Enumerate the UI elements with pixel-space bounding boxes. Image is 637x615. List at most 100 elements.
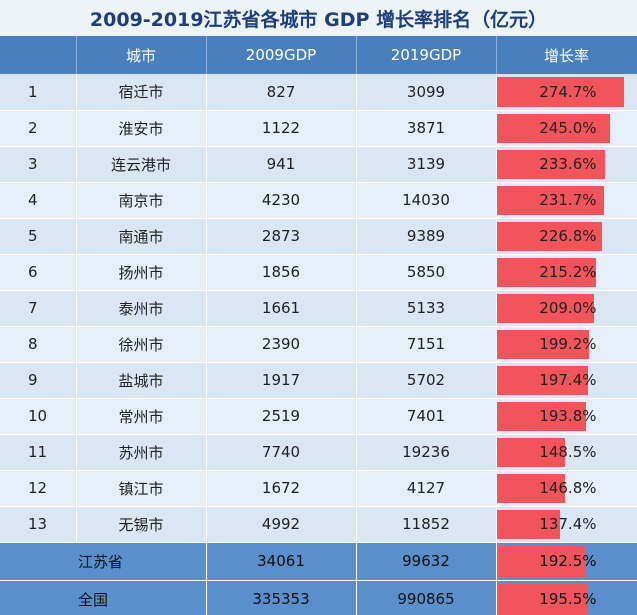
growth-rate-cell: 274.7% (496, 74, 637, 111)
summary-label-cell: 江苏省 (0, 542, 207, 581)
growth-rate-bar (496, 293, 594, 323)
growth-rate-bar (496, 149, 605, 179)
growth-rate-cell: 148.5% (496, 434, 637, 471)
city-cell: 南京市 (76, 182, 207, 219)
rank-cell: 3 (0, 146, 77, 183)
growth-rate-bar (496, 583, 588, 615)
summary-row: 全国 335353 990865 195.5% (0, 580, 637, 615)
table-row: 13 无锡市 4992 11852 137.4% (0, 506, 637, 543)
summary-label-cell: 全国 (0, 580, 207, 615)
gdp2019-cell: 14030 (356, 182, 497, 219)
gdp2009-cell: 7740 (206, 434, 357, 471)
city-cell: 苏州市 (76, 434, 207, 471)
gdp2009-cell: 2390 (206, 326, 357, 363)
gdp2019-cell: 99632 (356, 542, 497, 581)
city-cell: 扬州市 (76, 254, 207, 291)
gdp2009-cell: 827 (206, 74, 357, 111)
table-row: 4 南京市 4230 14030 231.7% (0, 182, 637, 219)
city-cell: 淮安市 (76, 110, 207, 147)
city-cell: 常州市 (76, 398, 207, 435)
growth-rate-bar (496, 257, 597, 287)
gdp2019-cell: 5133 (356, 290, 497, 327)
growth-rate-bar (496, 329, 589, 359)
gdp2009-cell: 941 (206, 146, 357, 183)
growth-rate-label: 146.8% (539, 479, 597, 497)
gdp2009-cell: 4992 (206, 506, 357, 543)
table-row: 1 宿迁市 827 3099 274.7% (0, 74, 637, 111)
gdp2009-cell: 1122 (206, 110, 357, 147)
rank-cell: 9 (0, 362, 77, 399)
growth-rate-bar (496, 113, 611, 143)
table-row: 3 连云港市 941 3139 233.6% (0, 146, 637, 183)
growth-rate-label: 215.2% (539, 263, 597, 281)
gdp2019-cell: 19236 (356, 434, 497, 471)
gdp2009-cell: 2519 (206, 398, 357, 435)
summary-row: 江苏省 34061 99632 192.5% (0, 542, 637, 581)
gdp2019-cell: 7151 (356, 326, 497, 363)
growth-rate-cell: 199.2% (496, 326, 637, 363)
city-cell: 盐城市 (76, 362, 207, 399)
growth-rate-cell: 233.6% (496, 146, 637, 183)
growth-rate-label: 148.5% (539, 443, 597, 461)
growth-rate-label: 193.8% (539, 407, 597, 425)
header-gdp2019: 2019GDP (356, 36, 497, 74)
rank-cell: 2 (0, 110, 77, 147)
gdp2019-cell: 990865 (356, 580, 497, 615)
growth-rate-cell: 192.5% (496, 542, 637, 581)
growth-rate-label: 245.0% (539, 119, 597, 137)
table-row: 7 泰州市 1661 5133 209.0% (0, 290, 637, 327)
city-cell: 宿迁市 (76, 74, 207, 111)
table-row: 6 扬州市 1856 5850 215.2% (0, 254, 637, 291)
growth-rate-cell: 193.8% (496, 398, 637, 435)
rank-cell: 8 (0, 326, 77, 363)
rank-cell: 6 (0, 254, 77, 291)
growth-rate-bar (496, 509, 561, 539)
growth-rate-label: 199.2% (539, 335, 597, 353)
table-row: 9 盐城市 1917 5702 197.4% (0, 362, 637, 399)
gdp2019-cell: 4127 (356, 470, 497, 507)
growth-rate-bar (496, 77, 625, 107)
growth-rate-bar (496, 473, 565, 503)
growth-rate-bar (496, 185, 605, 215)
gdp2009-cell: 4230 (206, 182, 357, 219)
growth-rate-label: 233.6% (539, 155, 597, 173)
growth-rate-bar (496, 365, 589, 395)
table-row: 8 徐州市 2390 7151 199.2% (0, 326, 637, 363)
gdp2019-cell: 3871 (356, 110, 497, 147)
gdp2009-cell: 1672 (206, 470, 357, 507)
growth-rate-label: 209.0% (539, 299, 597, 317)
growth-rate-cell: 215.2% (496, 254, 637, 291)
gdp2019-cell: 5702 (356, 362, 497, 399)
gdp2009-cell: 1917 (206, 362, 357, 399)
city-cell: 泰州市 (76, 290, 207, 327)
growth-rate-bar (496, 545, 586, 577)
city-cell: 无锡市 (76, 506, 207, 543)
gdp2019-cell: 9389 (356, 218, 497, 255)
growth-rate-cell: 146.8% (496, 470, 637, 507)
header-gdp2009: 2009GDP (206, 36, 357, 74)
rank-cell: 1 (0, 74, 77, 111)
growth-rate-bar (496, 401, 587, 431)
growth-rate-cell: 209.0% (496, 290, 637, 327)
growth-rate-cell: 245.0% (496, 110, 637, 147)
header-city: 城市 (76, 36, 207, 74)
table-row: 5 南通市 2873 9389 226.8% (0, 218, 637, 255)
gdp2009-cell: 1856 (206, 254, 357, 291)
city-cell: 徐州市 (76, 326, 207, 363)
growth-rate-bar (496, 437, 566, 467)
growth-rate-cell: 195.5% (496, 580, 637, 615)
rank-cell: 13 (0, 506, 77, 543)
gdp2019-cell: 3139 (356, 146, 497, 183)
table-header-row: 城市 2009GDP 2019GDP 增长率 (0, 36, 637, 74)
growth-rate-label: 192.5% (539, 552, 597, 570)
gdp2019-cell: 3099 (356, 74, 497, 111)
city-cell: 连云港市 (76, 146, 207, 183)
growth-rate-label: 231.7% (539, 191, 597, 209)
table-row: 2 淮安市 1122 3871 245.0% (0, 110, 637, 147)
rank-cell: 5 (0, 218, 77, 255)
growth-rate-label: 274.7% (539, 82, 597, 101)
header-rank (0, 36, 77, 74)
rank-cell: 4 (0, 182, 77, 219)
table-row: 12 镇江市 1672 4127 146.8% (0, 470, 637, 507)
city-cell: 镇江市 (76, 470, 207, 507)
